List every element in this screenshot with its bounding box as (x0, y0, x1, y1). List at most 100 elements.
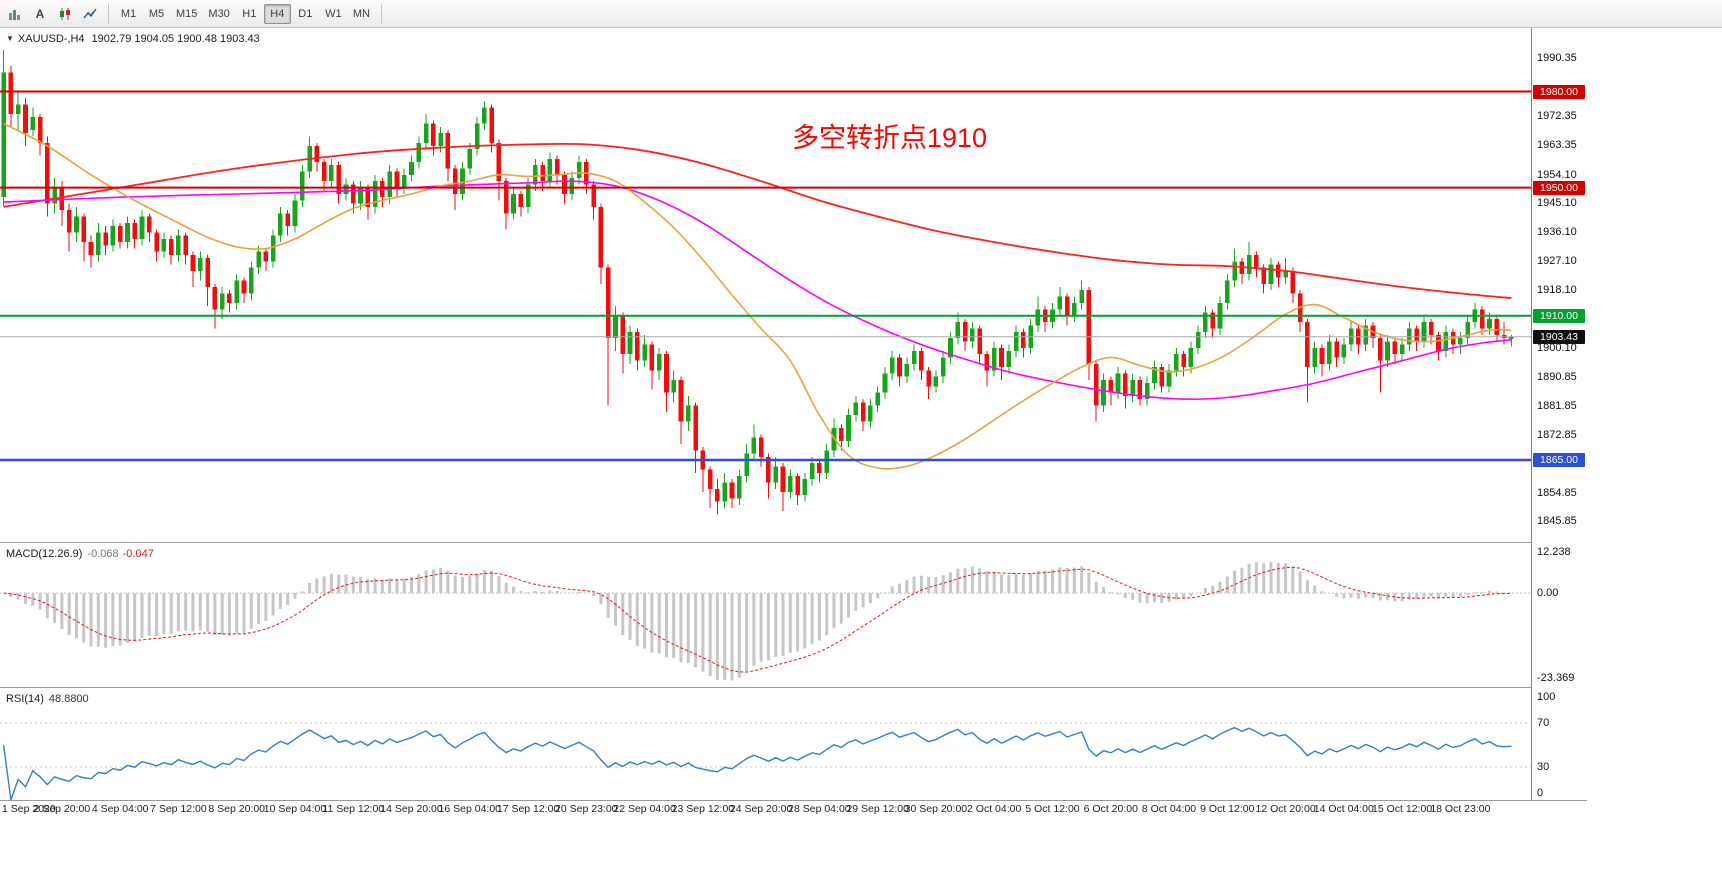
time-axis-label: 20 Sep 23:00 (555, 803, 618, 815)
time-axis-label: 15 Oct 12:00 (1372, 803, 1433, 815)
ma-fast-orange-line (3, 122, 1512, 470)
ma-slow-red-line (3, 142, 1512, 300)
rsi-axis-label: 30 (1537, 761, 1550, 773)
timeframe-button-m5[interactable]: M5 (143, 4, 170, 24)
price-axis-label: 1872.85 (1537, 428, 1577, 441)
time-axis-label: 10 Sep 04:00 (263, 803, 327, 815)
macd-axis-max: 12.238 (1537, 546, 1571, 558)
candles-layer (1, 49, 1514, 515)
price-axis-label: 1890.85 (1537, 371, 1577, 384)
price-axis[interactable]: 1990.35 1972.35 1963.35 1954.10 1945.10 1936.… (1531, 28, 1589, 800)
candlestick-icon (60, 7, 70, 20)
time-axis-label: 8 Sep 20:00 (208, 803, 266, 815)
time-axis-label: 23 Sep 12:00 (671, 803, 735, 815)
time-axis-label: 2 Oct 04:00 (967, 803, 1022, 815)
macd-histogram (9, 562, 1513, 681)
time-axis-label: 11 Sep 12:00 (322, 803, 385, 815)
price-badge-1980.00: 1980.00 (1533, 84, 1585, 99)
panel-separator[interactable] (0, 687, 1587, 688)
price-axis-label: 1945.10 (1537, 197, 1577, 210)
macd-axis-zero: 0.00 (1537, 587, 1559, 600)
symbol-ohlc-line: ▼ XAUUSD-,H4 1902.79 1904.05 1900.48 1903.… (6, 33, 260, 45)
bar-chart-button[interactable] (3, 3, 27, 25)
price-axis-label: 1927.10 (1537, 255, 1577, 267)
time-axis-label: 9 Oct 12:00 (1200, 803, 1255, 815)
rsi-axis-label: 0 (1537, 787, 1544, 799)
time-axis-label: 6 Oct 20:00 (1083, 803, 1138, 815)
toolbar-separator (108, 3, 109, 24)
price-axis-label: 1963.35 (1537, 138, 1577, 151)
time-axis-label: 4 Sep 04:00 (91, 803, 149, 815)
ohlc-values: 1902.79 1904.05 1900.48 1903.43 (91, 33, 260, 45)
price-axis-label: 1854.85 (1537, 486, 1577, 499)
ma-mid-magenta-line (3, 180, 1512, 400)
time-axis-label: 18 Oct 23:00 (1430, 803, 1491, 815)
time-axis-label: 17 Sep 12:00 (496, 803, 560, 815)
time-axis-label: 5 Oct 12:00 (1025, 803, 1080, 815)
price-axis-label: 1918.10 (1537, 283, 1577, 296)
time-axis-label: 24 Sep 20:00 (729, 803, 793, 815)
timeframe-button-w1[interactable]: W1 (320, 4, 347, 24)
timeframe-button-h1[interactable]: H1 (236, 4, 263, 24)
rsi-indicator-chart[interactable] (0, 690, 1531, 800)
timeframe-button-m1[interactable]: M1 (115, 4, 142, 24)
time-axis-label: 14 Sep 20:00 (380, 803, 443, 815)
timeframe-button-h4[interactable]: H4 (263, 3, 291, 24)
price-axis-label: 1936.10 (1537, 226, 1577, 239)
chevron-down-icon (87, 11, 93, 16)
time-axis[interactable]: 1 Sep 2020 2 Sep 20:00 4 Sep 04:00 7 Sep 12… (0, 801, 1531, 818)
macd-axis-min: -23.369 (1537, 672, 1575, 684)
rsi-value: 48.8800 (48, 693, 89, 705)
time-axis-label: 22 Sep 04:00 (613, 803, 676, 815)
time-axis-label: 12 Oct 20:00 (1255, 803, 1316, 815)
macd-indicator-chart[interactable] (0, 545, 1531, 685)
time-axis-label: 2 Sep 20:00 (33, 803, 91, 815)
price-axis-label: 1972.35 (1537, 110, 1577, 122)
price-axis-label: 1845.85 (1537, 515, 1577, 528)
bid-price-badge: 1903.43 (1533, 329, 1585, 344)
rsi-line (2, 726, 1512, 800)
price-badge-1910.00: 1910.00 (1533, 308, 1585, 323)
macd-label: MACD(12.26.9) -0.068 -0.047 (6, 548, 154, 560)
macd-main-value: -0.068 (87, 548, 119, 560)
text-label-button[interactable]: A (28, 3, 52, 25)
price-axis-label: 1881.85 (1537, 400, 1577, 412)
macd-signal-value: -0.047 (122, 548, 154, 560)
macd-name: MACD(12.26.9) (6, 548, 83, 560)
time-axis-label: 28 Sep 04:00 (788, 803, 851, 815)
timeframe-button-m15[interactable]: M15 (171, 4, 202, 24)
toolbar-separator (380, 3, 382, 24)
indicators-button[interactable] (78, 3, 102, 25)
price-axis-label: 1900.10 (1537, 341, 1577, 354)
price-badge-1865.00: 1865.00 (1533, 453, 1585, 467)
collapse-triangle-icon[interactable]: ▼ (6, 34, 14, 43)
letter-a-icon: A (35, 6, 45, 21)
timeframe-button-mn[interactable]: MN (348, 4, 375, 24)
price-axis-label: 1990.35 (1537, 52, 1577, 65)
price-badge-1950.00: 1950.00 (1533, 180, 1585, 195)
rsi-name: RSI(14) (6, 693, 44, 705)
rsi-axis-label: 100 (1537, 691, 1556, 703)
time-axis-label: 30 Sep 20:00 (904, 803, 968, 815)
rsi-axis-label: 70 (1537, 717, 1550, 729)
chart-annotation-text[interactable]: 多空转折点1910 (792, 123, 988, 153)
timeframe-toolbar: M1 M5 M15 M30 H1 H4 D1 W1 MN (115, 3, 375, 24)
time-axis-label: 7 Sep 12:00 (150, 803, 207, 815)
symbol-label: XAUUSD-,H4 (17, 33, 85, 45)
timeframe-button-m30[interactable]: M30 (203, 4, 234, 24)
rsi-label: RSI(14) 48.8800 (6, 693, 89, 705)
price-axis-label: 1954.10 (1537, 168, 1577, 181)
time-axis-label: 14 Oct 04:00 (1313, 803, 1374, 815)
macd-signal-line (3, 566, 1512, 673)
panel-separator (0, 800, 1587, 801)
candlestick-mode-button[interactable] (53, 3, 77, 25)
toolbar: A M1 M5 M15 M30 H1 H4 D1 W1 MN (0, 0, 1722, 28)
time-axis-label: 16 Sep 04:00 (438, 803, 502, 815)
time-axis-label: 1 Sep 2020 (2, 803, 56, 815)
panel-separator[interactable] (0, 542, 1587, 543)
time-axis-label: 8 Oct 04:00 (1141, 803, 1197, 815)
main-price-chart[interactable] (0, 30, 1531, 540)
timeframe-button-d1[interactable]: D1 (292, 4, 319, 24)
time-axis-label: 29 Sep 12:00 (846, 803, 909, 815)
